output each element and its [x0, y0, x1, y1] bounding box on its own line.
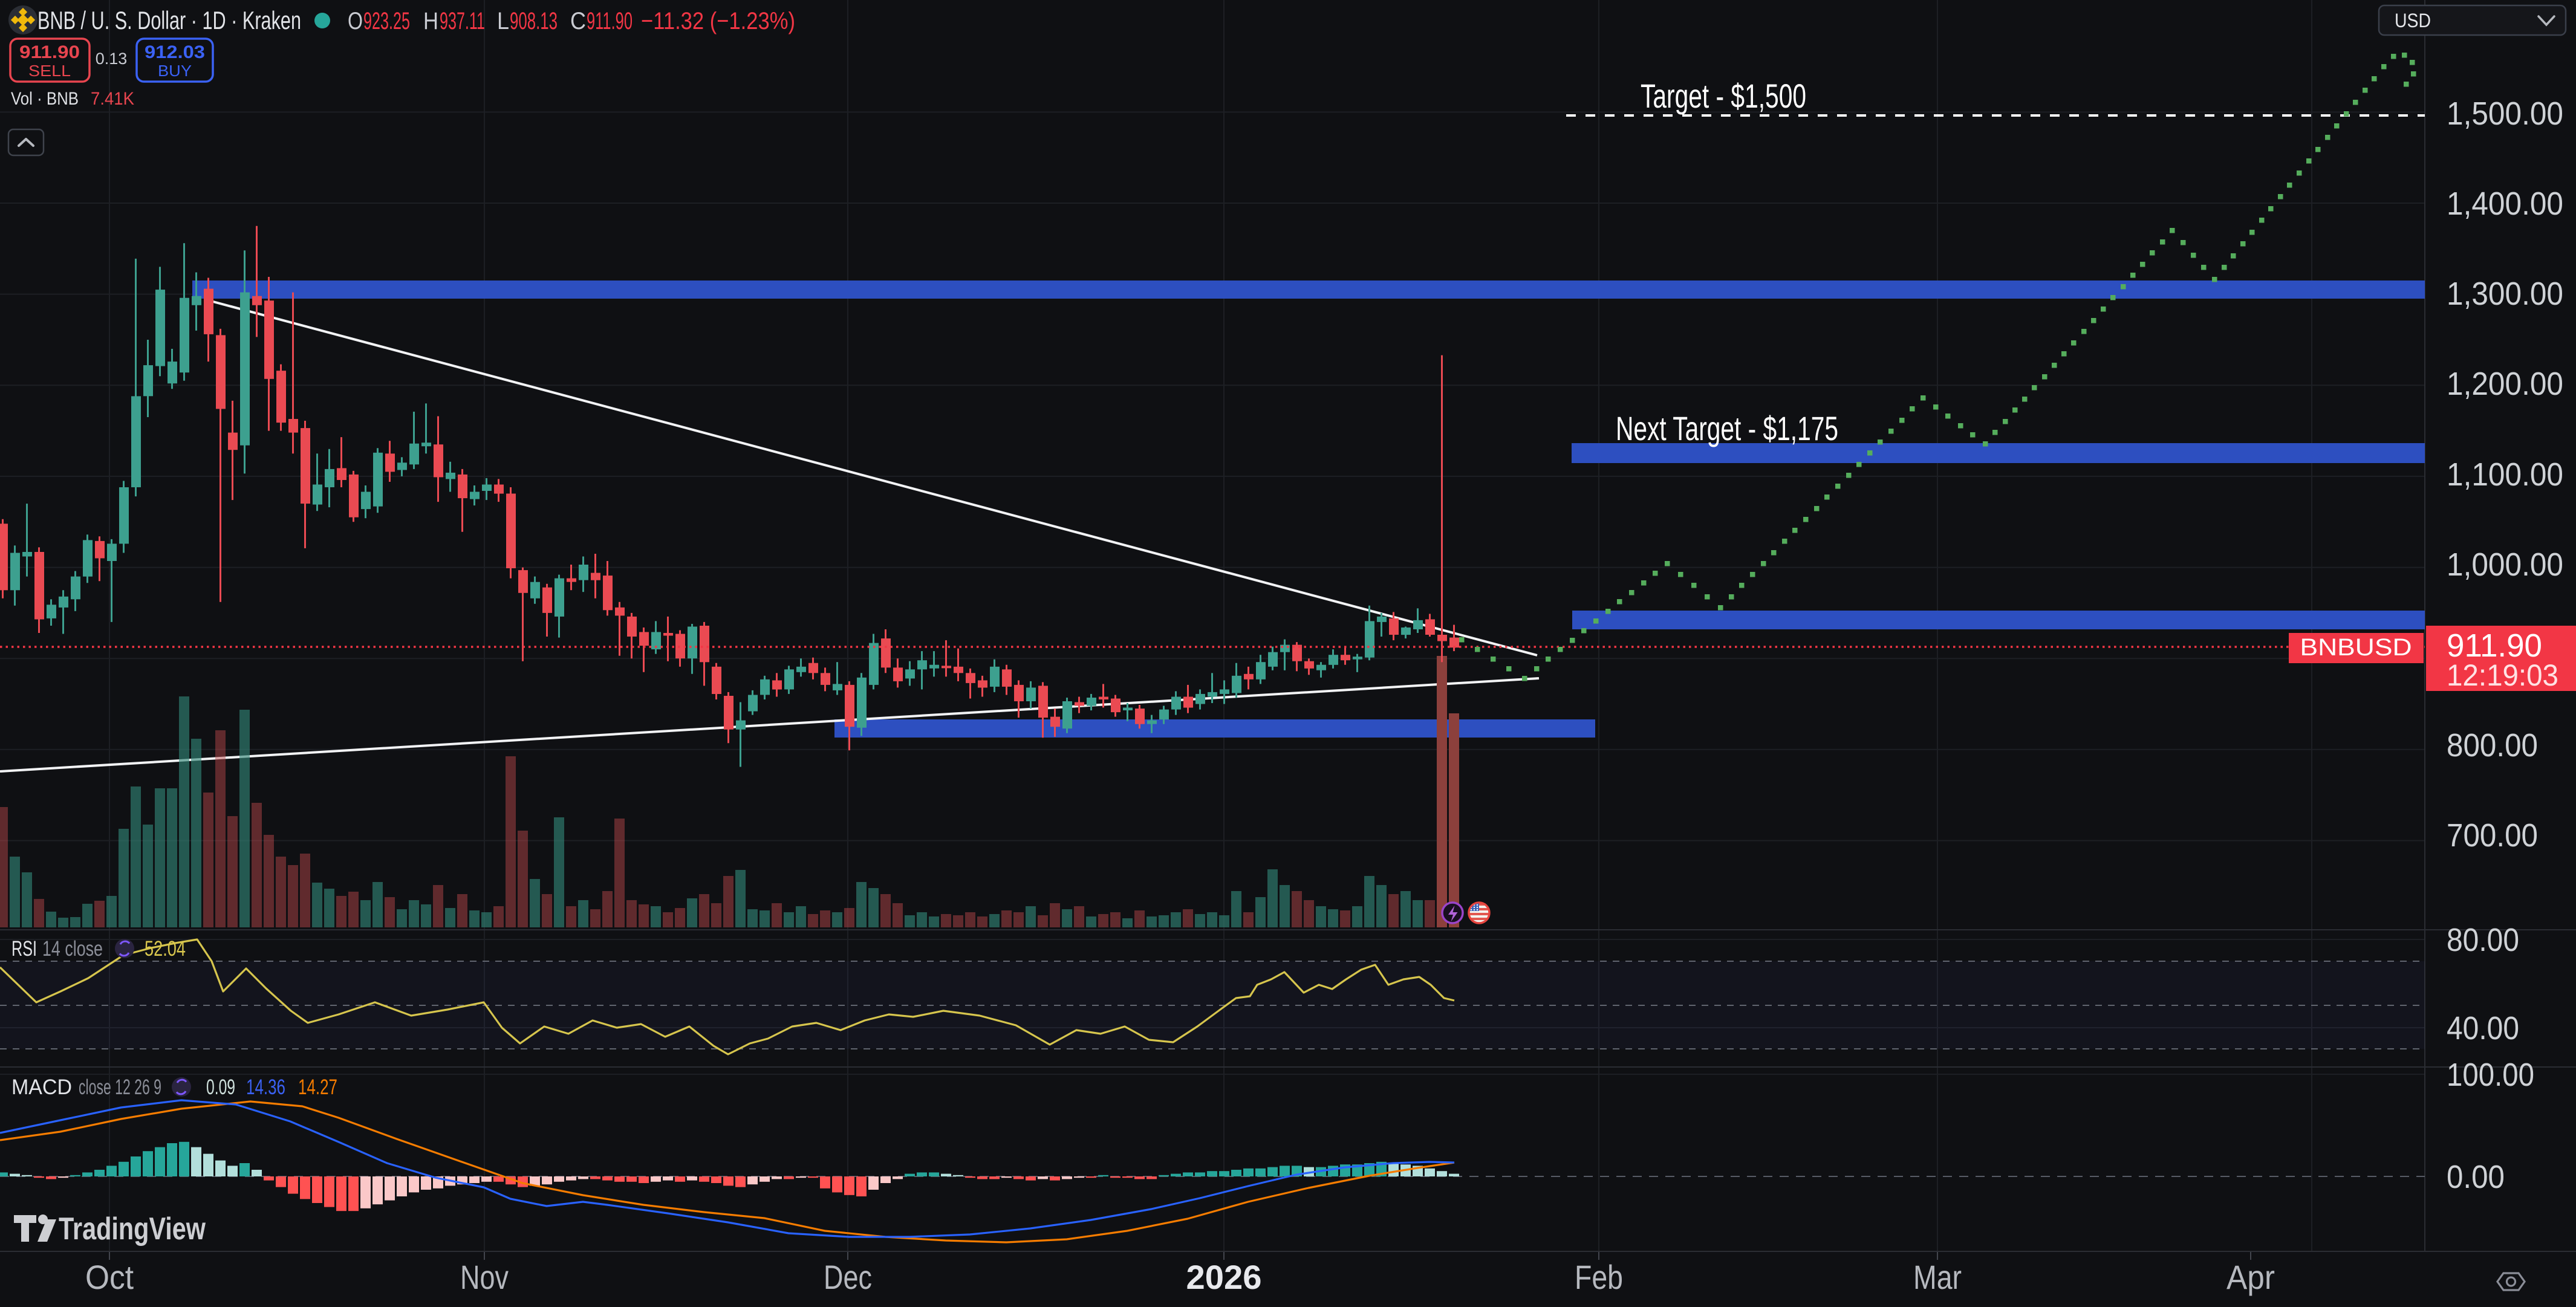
svg-text:Next Target - $1,175: Next Target - $1,175: [1616, 409, 1838, 447]
svg-text:SELL: SELL: [28, 62, 71, 80]
svg-text:1,400.00: 1,400.00: [2447, 186, 2563, 222]
svg-text:100.00: 100.00: [2447, 1057, 2534, 1093]
svg-text:RSI: RSI: [11, 937, 37, 961]
svg-text:0.13: 0.13: [96, 50, 128, 68]
svg-text:O: O: [348, 8, 363, 34]
svg-text:912.03: 912.03: [145, 42, 205, 62]
svg-text:40.00: 40.00: [2447, 1010, 2519, 1046]
svg-text:BNB / U. S. Dollar · 1D · Krak: BNB / U. S. Dollar · 1D · Kraken: [37, 6, 301, 34]
svg-text:Vol · BNB: Vol · BNB: [11, 89, 79, 109]
svg-text:7.41K: 7.41K: [91, 89, 134, 109]
svg-text:C: C: [570, 8, 586, 34]
svg-text:1,000.00: 1,000.00: [2447, 546, 2563, 583]
svg-text:14.27: 14.27: [298, 1075, 337, 1099]
svg-text:MACD: MACD: [11, 1075, 72, 1099]
svg-text:52.04: 52.04: [145, 937, 186, 961]
svg-text:L: L: [497, 8, 509, 34]
svg-text:Dec: Dec: [824, 1258, 872, 1296]
svg-text:TradingView: TradingView: [59, 1211, 206, 1247]
svg-text:14.36: 14.36: [246, 1075, 285, 1099]
svg-text:Feb: Feb: [1575, 1258, 1623, 1296]
svg-text:700.00: 700.00: [2447, 817, 2538, 854]
svg-text:0.00: 0.00: [2447, 1159, 2505, 1195]
svg-text:0.09: 0.09: [206, 1075, 235, 1099]
svg-text:1,200.00: 1,200.00: [2447, 366, 2563, 402]
svg-text:−11.32 (−1.23%): −11.32 (−1.23%): [641, 8, 795, 34]
svg-text:1,100.00: 1,100.00: [2447, 456, 2563, 493]
svg-text:Oct: Oct: [85, 1258, 134, 1296]
svg-text:911.90: 911.90: [587, 8, 633, 34]
svg-text:80.00: 80.00: [2447, 922, 2519, 958]
svg-text:BNBUSD: BNBUSD: [2300, 634, 2412, 661]
svg-text:1,500.00: 1,500.00: [2447, 96, 2563, 132]
svg-text:923.25: 923.25: [363, 8, 410, 34]
svg-text:911.90: 911.90: [19, 42, 80, 62]
svg-text:908.13: 908.13: [510, 8, 558, 34]
svg-text:Target - $1,500: Target - $1,500: [1641, 77, 1806, 115]
svg-text:H: H: [423, 8, 438, 34]
svg-text:close 12 26 9: close 12 26 9: [79, 1075, 161, 1099]
svg-text:2026: 2026: [1186, 1258, 1262, 1296]
svg-text:911.90: 911.90: [2447, 628, 2542, 664]
svg-text:USD: USD: [2395, 10, 2431, 31]
svg-text:937.11: 937.11: [440, 8, 485, 34]
svg-text:14 close: 14 close: [42, 937, 103, 961]
svg-text:12:19:03: 12:19:03: [2447, 658, 2558, 692]
svg-text:Apr: Apr: [2226, 1258, 2275, 1296]
svg-text:Mar: Mar: [1913, 1258, 1962, 1296]
svg-text:BUY: BUY: [158, 62, 192, 80]
svg-text:Nov: Nov: [460, 1258, 509, 1296]
svg-text:800.00: 800.00: [2447, 727, 2538, 764]
svg-text:1,300.00: 1,300.00: [2447, 276, 2563, 312]
